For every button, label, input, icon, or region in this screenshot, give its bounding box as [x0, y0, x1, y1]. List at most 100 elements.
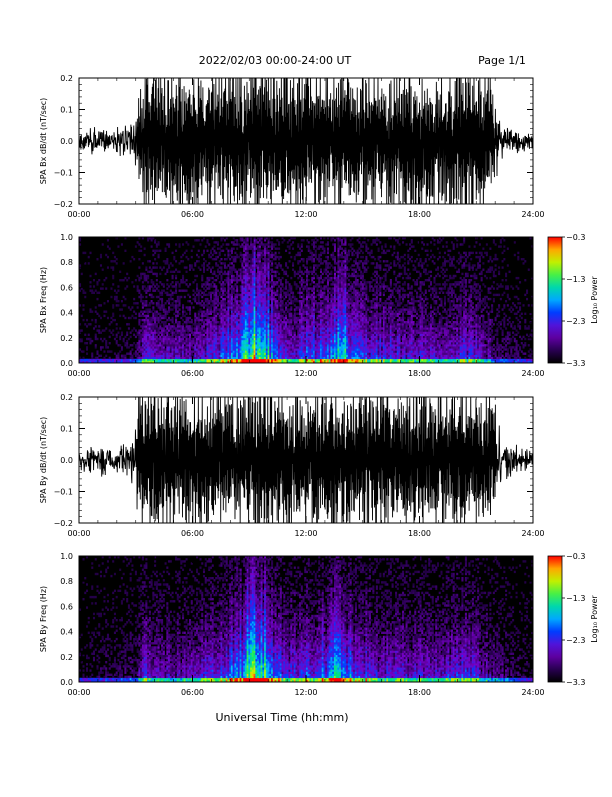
spectrogram-cell [318, 306, 320, 308]
spectrogram-cell [320, 306, 322, 308]
spectrogram-cell [198, 266, 200, 268]
spectrogram-cell [268, 264, 270, 266]
spectrogram-cell [245, 277, 247, 279]
spectrogram-cell [250, 350, 252, 352]
spectrogram-cell [217, 277, 219, 279]
spectrogram-cell [269, 348, 271, 350]
spectrogram-cell [177, 327, 179, 329]
spectrogram-cell [252, 302, 254, 304]
spectrogram-cell [247, 348, 249, 350]
spectrogram-cell [252, 306, 254, 308]
spectrogram-cell [238, 315, 240, 317]
spectrogram-cell [282, 296, 284, 298]
spectrogram-cell [259, 296, 261, 298]
spectrogram-cell [252, 260, 254, 262]
spectrogram-cell [323, 260, 325, 262]
spectrogram-cell [276, 281, 278, 283]
spectrogram-cell [259, 287, 261, 289]
spectrogram-cell [205, 290, 207, 292]
spectrogram-cell [161, 283, 163, 285]
spectrogram-cell [269, 269, 271, 271]
spectrogram-cell [250, 359, 252, 361]
spectrogram-cell [151, 319, 153, 321]
spectrogram-cell [309, 315, 311, 317]
spectrogram-cell [290, 329, 292, 331]
spectrogram-cell [182, 327, 184, 329]
spectrogram-cell [264, 336, 266, 338]
spectrogram-cell [327, 296, 329, 298]
spectrogram-cell [196, 290, 198, 292]
spectrogram-cell [219, 342, 221, 344]
spectrogram-cell [301, 296, 303, 298]
spectrogram-cell [114, 359, 116, 361]
spectrogram-cell [191, 332, 193, 334]
spectrogram-cell [306, 334, 308, 336]
spectrogram-cell [250, 283, 252, 285]
spectrogram-cell [320, 317, 322, 319]
spectrogram-cell [193, 281, 195, 283]
spectrogram-cell [213, 279, 215, 281]
spectrogram-cell [199, 332, 201, 334]
spectrogram-cell [220, 271, 222, 273]
spectrogram-cell [152, 306, 154, 308]
spectrogram-cell [318, 325, 320, 327]
spectrogram-cell [320, 357, 322, 359]
spectrogram-cell [236, 321, 238, 323]
spectrogram-cell [205, 281, 207, 283]
spectrogram-cell [206, 350, 208, 352]
spectrogram-cell [313, 313, 315, 315]
spectrogram-cell [250, 264, 252, 266]
spectrogram-cell [227, 329, 229, 331]
spectrogram-cell [199, 348, 201, 350]
spectrogram-cell [179, 308, 181, 310]
spectrogram-cell [130, 260, 132, 262]
spectrogram-cell [182, 308, 184, 310]
spectrogram-cell [105, 342, 107, 344]
spectrogram-cell [166, 279, 168, 281]
spectrogram-cell [233, 340, 235, 342]
spectrogram-cell [327, 250, 329, 252]
spectrogram-cell [142, 350, 144, 352]
spectrogram-cell [177, 300, 179, 302]
spectrogram-cell [247, 321, 249, 323]
spectrogram-cell [130, 308, 132, 310]
spectrogram-cell [187, 338, 189, 340]
spectrogram-cell [294, 281, 296, 283]
spectrogram-cell [180, 317, 182, 319]
spectrogram-cell [159, 353, 161, 355]
spectrogram-cell [119, 344, 121, 346]
spectrogram-cell [276, 306, 278, 308]
spectrogram-cell [184, 329, 186, 331]
spectrogram-cell [154, 313, 156, 315]
spectrogram-cell [323, 323, 325, 325]
spectrogram-cell [234, 260, 236, 262]
spectrogram-cell [297, 327, 299, 329]
spectrogram-cell [327, 264, 329, 266]
spectrogram-cell [297, 353, 299, 355]
spectrogram-cell [159, 250, 161, 252]
spectrogram-cell [170, 271, 172, 273]
spectrogram-cell [255, 296, 257, 298]
spectrogram-cell [282, 290, 284, 292]
spectrogram-cell [245, 245, 247, 247]
spectrogram-cell [151, 317, 153, 319]
spectrogram-cell [201, 338, 203, 340]
spectrogram-cell [245, 269, 247, 271]
spectrogram-cell [247, 336, 249, 338]
spectrogram-cell [112, 306, 114, 308]
spectrogram-cell [86, 348, 88, 350]
spectrogram-cell [303, 321, 305, 323]
spectrogram-cell [229, 332, 231, 334]
spectrogram-cell [255, 281, 257, 283]
spectrogram-cell [166, 332, 168, 334]
spectrogram-cell [210, 292, 212, 294]
spectrogram-cell [233, 336, 235, 338]
spectrogram-cell [184, 357, 186, 359]
spectrogram-cell [154, 350, 156, 352]
spectrogram-cell [165, 350, 167, 352]
spectrogram-cell [303, 315, 305, 317]
spectrogram-cell [159, 332, 161, 334]
spectrogram-cell [175, 243, 177, 245]
spectrogram-cell [137, 357, 139, 359]
spectrogram-cell [259, 266, 261, 268]
